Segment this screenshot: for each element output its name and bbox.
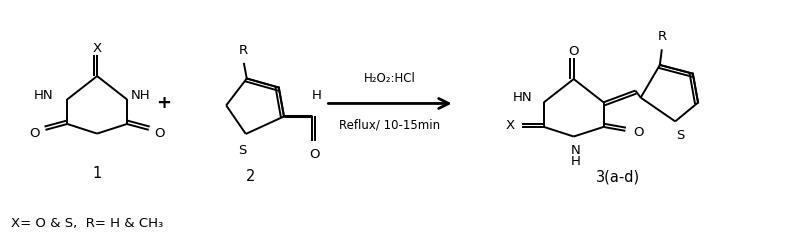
Text: X: X — [506, 120, 515, 132]
Text: R: R — [657, 31, 667, 43]
Text: 2: 2 — [247, 169, 255, 184]
Text: HN: HN — [34, 89, 54, 102]
Text: Reflux/ 10-15min: Reflux/ 10-15min — [340, 119, 440, 131]
Text: O: O — [154, 127, 165, 140]
Text: 3(a-d): 3(a-d) — [597, 169, 641, 184]
Text: H: H — [312, 89, 322, 102]
Text: X: X — [92, 42, 102, 55]
Text: O: O — [310, 148, 320, 161]
Text: S: S — [238, 144, 246, 157]
Text: N: N — [571, 144, 581, 157]
Text: X= O & S,  R= H & CH₃: X= O & S, R= H & CH₃ — [11, 217, 163, 230]
Text: NH: NH — [131, 89, 151, 102]
Text: H₂O₂:HCl: H₂O₂:HCl — [364, 72, 416, 85]
Text: H: H — [571, 155, 581, 168]
Text: HN: HN — [512, 91, 532, 104]
Text: +: + — [156, 94, 171, 113]
Text: S: S — [676, 129, 684, 142]
Text: O: O — [634, 126, 644, 139]
Text: R: R — [240, 44, 248, 57]
Text: O: O — [568, 45, 579, 58]
Text: 1: 1 — [92, 166, 102, 181]
Text: O: O — [29, 127, 39, 140]
